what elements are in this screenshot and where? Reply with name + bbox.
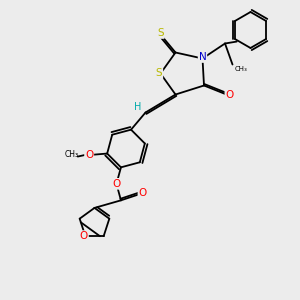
- Text: H: H: [134, 102, 142, 112]
- Text: O: O: [225, 89, 234, 100]
- Text: O: O: [138, 188, 147, 198]
- Text: S: S: [156, 68, 162, 79]
- Text: CH₃: CH₃: [64, 150, 79, 159]
- Text: CH₃: CH₃: [235, 66, 248, 72]
- Text: N: N: [199, 52, 206, 62]
- Text: O: O: [112, 179, 121, 189]
- Text: S: S: [157, 28, 164, 38]
- Text: O: O: [85, 150, 93, 160]
- Text: O: O: [80, 231, 88, 241]
